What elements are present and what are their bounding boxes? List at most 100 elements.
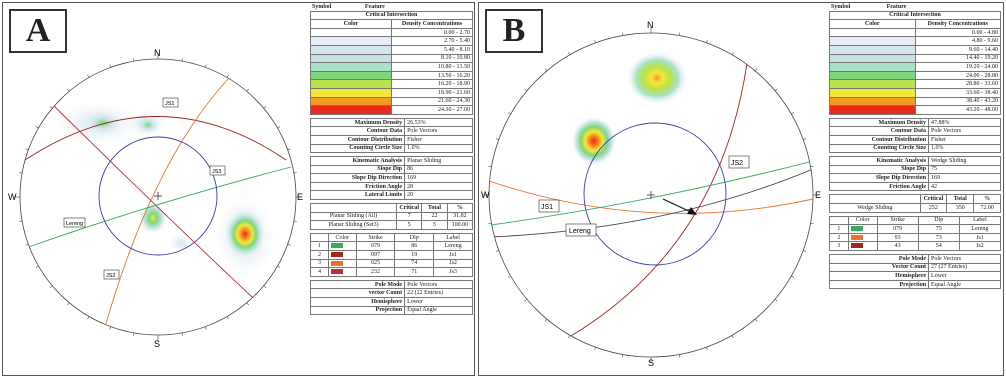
plane-label-js3: JS3 bbox=[209, 165, 226, 176]
svg-text:JS1: JS1 bbox=[541, 204, 553, 211]
great-circles bbox=[489, 62, 813, 344]
kinematic-row: Slope Dip 75 bbox=[828, 164, 1001, 175]
tick-mark bbox=[731, 335, 734, 339]
density-row: 16.20 - 18.90 bbox=[310, 79, 473, 89]
kinematic-value: 75 bbox=[928, 164, 1001, 175]
tick-mark bbox=[754, 68, 758, 72]
tick-mark bbox=[488, 222, 492, 224]
set-id-header bbox=[829, 215, 849, 226]
friction-cone bbox=[98, 136, 218, 256]
tick-mark bbox=[19, 220, 23, 222]
feature-header: Feature bbox=[886, 3, 907, 10]
north-label: N bbox=[647, 20, 654, 30]
kinematic-row: Slope Dip Direction 169 bbox=[309, 173, 473, 183]
density-color-swatch bbox=[310, 87, 392, 98]
tick-mark bbox=[263, 285, 267, 288]
percent-value: 31.82 bbox=[446, 211, 474, 222]
stats-label: Maximum Density bbox=[828, 117, 930, 128]
density-color-swatch bbox=[310, 79, 392, 89]
density-range: 43.20 - 48.00 bbox=[914, 105, 1001, 115]
tick-mark bbox=[246, 302, 249, 306]
density-color-swatch bbox=[829, 53, 916, 64]
svg-text:JS3: JS3 bbox=[212, 169, 221, 175]
set-strike: 232 bbox=[355, 267, 396, 277]
tick-mark bbox=[803, 250, 807, 252]
tick-mark bbox=[287, 243, 291, 246]
great-circles bbox=[22, 78, 292, 335]
set-row: 3 025 74 Js2 bbox=[310, 258, 473, 269]
critical-row: Planar Sliding (Set3) 5 5 100.00 bbox=[310, 220, 474, 230]
footer-label: Projection bbox=[828, 279, 930, 290]
tick-mark bbox=[810, 166, 814, 168]
density-row: 33.60 - 38.40 bbox=[829, 87, 1001, 98]
stats-row: Contour Data Pole Vectors bbox=[828, 126, 1001, 136]
footer-row: Projection Equal Angle bbox=[828, 279, 1001, 290]
stats-label: Counting Circle Size bbox=[828, 143, 930, 154]
density-range: 14.40 - 19.20 bbox=[914, 53, 1001, 64]
critical-header: Critical bbox=[395, 203, 423, 213]
density-color-swatch bbox=[310, 96, 392, 107]
density-range: 24.30 - 27.00 bbox=[391, 105, 473, 115]
set-row: 4 232 71 Js3 bbox=[310, 267, 473, 277]
density-row: 10.80 - 13.50 bbox=[310, 62, 473, 72]
critical-name: Planar Sliding (All) bbox=[310, 211, 397, 222]
set-row: 1 079 75 Lereng bbox=[829, 224, 1002, 234]
density-color-swatch bbox=[310, 44, 392, 55]
set-color-swatch bbox=[327, 250, 357, 260]
tick-mark bbox=[524, 298, 528, 302]
footer-row: vector Count 22 (22 Entries) bbox=[309, 288, 473, 298]
intersection-arrow bbox=[662, 198, 697, 215]
east-label: E bbox=[297, 192, 303, 202]
kinematic-value: 169 bbox=[928, 173, 1001, 183]
set-dip: 73 bbox=[917, 232, 960, 243]
critical-count: 5 bbox=[395, 220, 423, 230]
tick-mark bbox=[287, 148, 291, 151]
set-strike-header: Strike bbox=[355, 232, 396, 243]
density-row: 24.00 - 28.80 bbox=[829, 70, 1001, 81]
tick-mark bbox=[35, 126, 39, 129]
kinematic-value: Planar Sliding bbox=[404, 156, 473, 166]
percent-header: % bbox=[973, 194, 1001, 205]
friction-cone bbox=[583, 122, 727, 266]
set-id: 2 bbox=[829, 232, 849, 243]
footer-row: Hemisphere Lower bbox=[828, 271, 1001, 281]
density-row: 21.60 - 24.30 bbox=[310, 96, 473, 107]
kinematic-value: 42 bbox=[928, 181, 1001, 192]
density-range: 28.80 - 33.60 bbox=[914, 79, 1001, 89]
kinematic-label: Slope Dip Direction bbox=[309, 173, 406, 183]
set-label: Js3 bbox=[433, 267, 473, 277]
tick-mark bbox=[774, 298, 778, 302]
plane-label-js2: JS2 bbox=[728, 155, 750, 169]
density-row: 28.80 - 33.60 bbox=[829, 79, 1001, 89]
tick-mark bbox=[706, 347, 708, 351]
great-circle-js1 bbox=[489, 180, 813, 214]
set-color-chip bbox=[330, 260, 343, 266]
set-id: 1 bbox=[310, 241, 329, 252]
set-id-header bbox=[310, 232, 329, 243]
footer-value: Lower bbox=[404, 297, 473, 307]
density-row: 43.20 - 48.00 bbox=[829, 105, 1001, 115]
panel-letter-b: B bbox=[485, 9, 543, 53]
set-color-swatch bbox=[327, 241, 357, 252]
critical-name: Wedge Sliding bbox=[829, 203, 921, 213]
tick-mark bbox=[293, 172, 297, 174]
kinematic-label: Lateral Limits bbox=[309, 190, 406, 201]
density-row: 24.30 - 27.00 bbox=[310, 105, 473, 115]
total-count: 350 bbox=[946, 203, 975, 213]
set-label: Lereng bbox=[433, 241, 473, 252]
tick-mark bbox=[791, 112, 795, 115]
density-row: 8.10 - 10.80 bbox=[310, 53, 473, 64]
density-color-swatch bbox=[829, 79, 916, 89]
south-label: S bbox=[648, 358, 654, 368]
west-label: W bbox=[481, 190, 490, 200]
stats-value: Fisher bbox=[404, 134, 473, 145]
stats-label: Contour Distribution bbox=[828, 134, 930, 145]
set-id: 2 bbox=[310, 250, 329, 260]
stats-row: Maximum Density 26.53% bbox=[309, 117, 473, 128]
footer-label: Pole Mode bbox=[309, 279, 406, 290]
panel-letter-a: A bbox=[9, 9, 67, 53]
density-row: 14.40 - 19.20 bbox=[829, 53, 1001, 64]
tick-mark bbox=[25, 243, 29, 246]
tick-mark bbox=[507, 275, 511, 278]
density-color-swatch bbox=[829, 44, 916, 55]
